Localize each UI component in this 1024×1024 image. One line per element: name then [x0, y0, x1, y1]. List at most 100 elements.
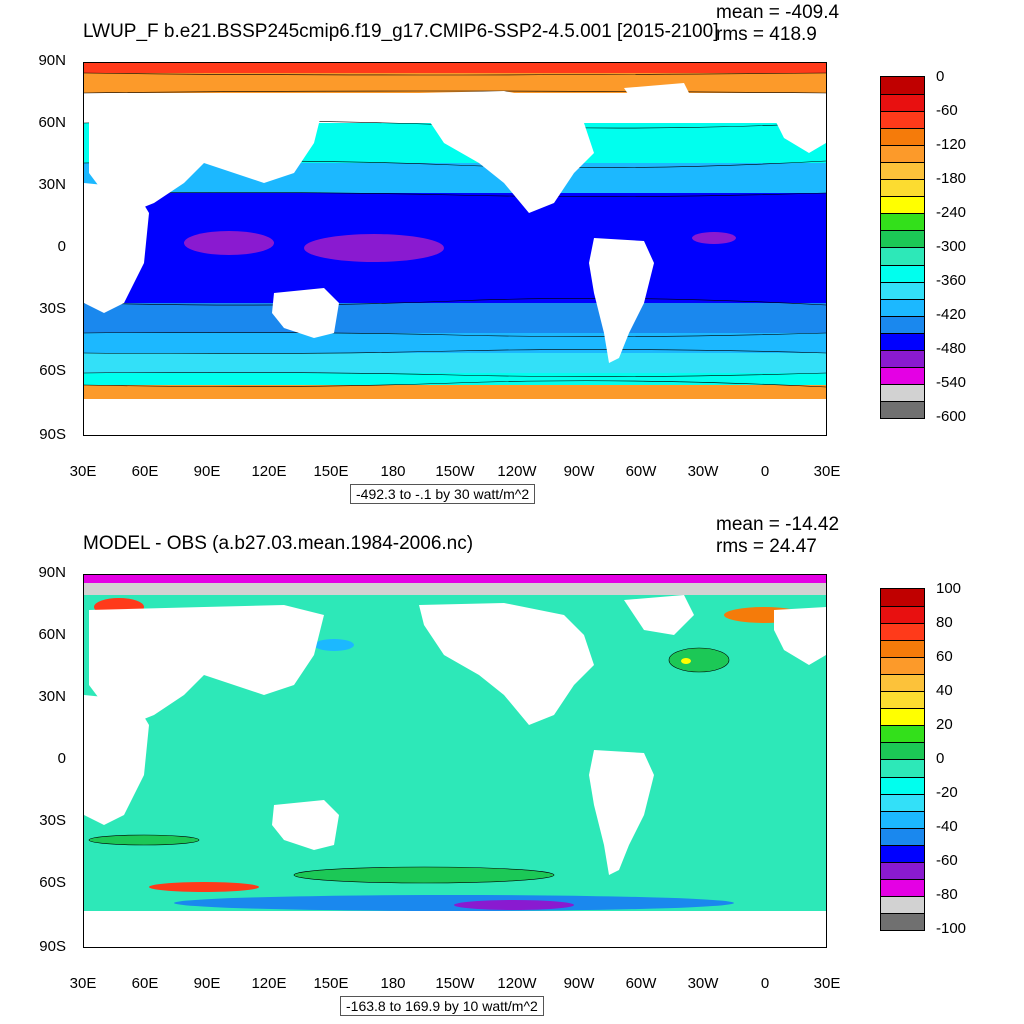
map-title: LWUP_F b.e21.BSSP245cmip6.f19_g17.CMIP6-…	[83, 21, 719, 42]
colorbar-label: -100	[936, 920, 967, 937]
lat-label: 30S	[39, 300, 66, 317]
lon-label: 120W	[497, 975, 537, 992]
north-atlantic-peak	[681, 658, 691, 664]
colorbar-swatch	[881, 691, 924, 709]
colorbar-swatch	[881, 264, 924, 282]
mean-label: mean = -14.42	[716, 514, 840, 535]
eurasia	[89, 93, 324, 213]
africa	[84, 183, 149, 313]
map-field	[84, 575, 826, 947]
antarctica	[84, 911, 826, 947]
colorbar-label: 60	[936, 648, 953, 665]
colorbar-swatch	[881, 674, 924, 692]
lat-label: 60S	[39, 874, 66, 891]
lon-label: 30W	[687, 463, 719, 480]
lon-label: 120E	[251, 463, 287, 480]
midlat-south	[84, 303, 826, 333]
contour-range-label: -492.3 to -.1 by 30 watt/m^2	[350, 484, 536, 504]
colorbar-label: -480	[936, 340, 967, 357]
lon-label: 120W	[497, 463, 537, 480]
map-title: MODEL - OBS (a.b27.03.mean.1984-2006.nc)	[83, 533, 474, 554]
lon-label: 0	[760, 975, 770, 992]
lon-label: 180	[380, 975, 406, 992]
colorbar-swatch	[881, 247, 924, 265]
colorbar-label: -40	[936, 818, 958, 835]
greenland	[624, 595, 694, 635]
colorbar-swatch	[881, 844, 924, 862]
colorbar-swatch	[881, 230, 924, 248]
lat-label: 30N	[38, 176, 66, 193]
lat-label: 60N	[38, 114, 66, 131]
colorbar-swatch	[881, 196, 924, 214]
lat-label: 0	[57, 238, 66, 255]
colorbar-label: 0	[936, 750, 945, 767]
colorbar-label: -20	[936, 784, 958, 801]
colorbar-label: -600	[936, 408, 967, 425]
lon-label: 150W	[435, 975, 475, 992]
colorbar-label: -180	[936, 170, 967, 187]
lon-label: 60E	[131, 463, 159, 480]
south-america	[589, 238, 654, 363]
colorbar-swatch	[881, 742, 924, 760]
antarctic-band	[84, 385, 826, 399]
arctic-top	[84, 575, 826, 583]
colorbar-swatch	[881, 895, 924, 913]
colorbar-swatch	[881, 657, 924, 675]
arctic-gray	[84, 583, 826, 595]
land-masses	[84, 595, 826, 947]
colorbar-label: -80	[936, 886, 958, 903]
warm-pool-atlantic	[692, 232, 736, 244]
colorbar-label: 80	[936, 614, 953, 631]
land-masses	[84, 83, 826, 435]
lat-label: 90S	[39, 938, 66, 955]
colorbar-swatch	[881, 640, 924, 658]
rms-label: rms = 24.47	[716, 536, 817, 557]
lon-label: 90E	[193, 463, 221, 480]
lon-label: 30E	[813, 463, 841, 480]
colorbar-swatch	[881, 366, 924, 384]
lon-label: 120E	[251, 975, 287, 992]
lon-label: 90W	[563, 463, 595, 480]
lwup-panel: LWUP_F b.e21.BSSP245cmip6.f19_g17.CMIP6-…	[38, 2, 967, 504]
contour-lines	[88, 647, 730, 884]
colorbar-label: -300	[936, 238, 967, 255]
north-america	[419, 603, 594, 725]
lat-label: 30N	[38, 688, 66, 705]
lat-label: 60N	[38, 626, 66, 643]
europe	[774, 95, 826, 153]
north-atlantic-anomaly	[669, 648, 729, 672]
lat-label: 30S	[39, 812, 66, 829]
colorbar-label: -60	[936, 852, 958, 869]
colorbar-label: 100	[936, 580, 962, 597]
colorbar-swatch	[881, 383, 924, 401]
lon-label: 150E	[313, 463, 349, 480]
colorbar-swatch	[881, 793, 924, 811]
colorbar-swatch	[881, 111, 924, 129]
africa	[84, 695, 149, 825]
colorbar-label: -240	[936, 204, 967, 221]
colorbar-swatch	[881, 589, 924, 607]
west-pacific-boundary	[314, 639, 354, 651]
colorbar-swatch	[881, 315, 924, 333]
warm-pool-indian	[184, 231, 274, 255]
colorbar-swatch	[881, 145, 924, 163]
colorbar-label: -360	[936, 272, 967, 289]
lat-label: 0	[57, 750, 66, 767]
arctic-band	[84, 63, 826, 73]
greenland	[624, 83, 694, 123]
australia	[272, 288, 339, 338]
lon-label: 150W	[435, 463, 475, 480]
colorbar-swatch	[881, 725, 924, 743]
colorbar-swatch	[881, 281, 924, 299]
colorbar-swatch	[881, 912, 924, 930]
rms-label: rms = 418.9	[716, 24, 817, 45]
colorbar-label: 0	[936, 68, 945, 85]
colorbar-swatch	[881, 128, 924, 146]
lon-label: 150E	[313, 975, 349, 992]
colorbar-label: -420	[936, 306, 967, 323]
lat-label: 90N	[38, 564, 66, 581]
colorbar	[880, 588, 925, 931]
lon-label: 60E	[131, 975, 159, 992]
colorbar-swatch	[881, 400, 924, 418]
antarctic-blue	[174, 895, 734, 911]
